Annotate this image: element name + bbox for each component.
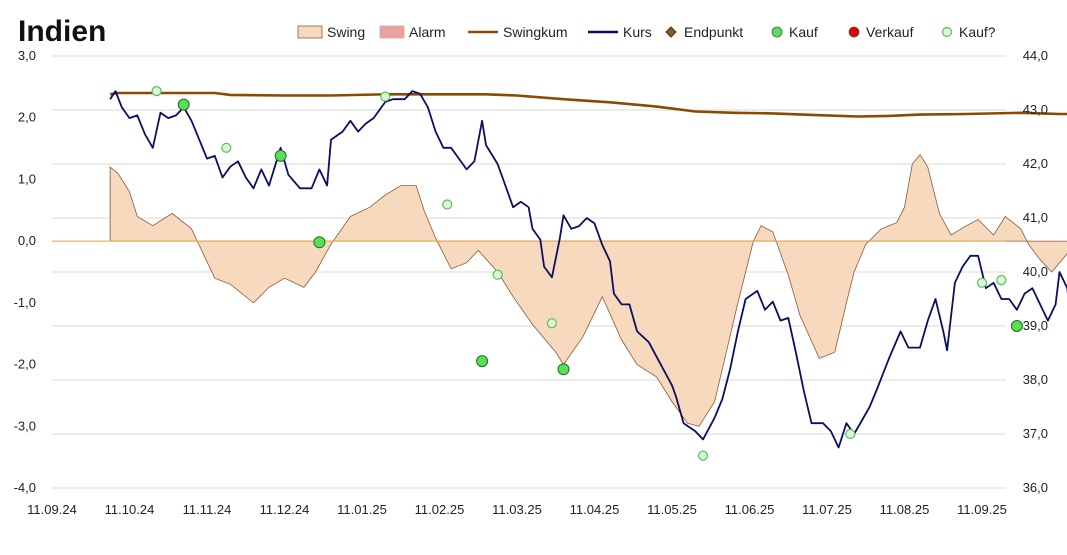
legend-item: Kurs <box>588 24 652 40</box>
right-tick-label: 42,0 <box>1023 156 1048 171</box>
kauf-question-marker <box>976 277 988 288</box>
swingkum-series-line <box>109 91 1067 118</box>
kauf-marker <box>1010 320 1023 332</box>
left-tick-label: 0,0 <box>18 233 36 248</box>
markers <box>151 85 1023 461</box>
x-tick-label: 11.09.25 <box>957 502 1007 517</box>
right-tick-label: 41,0 <box>1023 210 1048 225</box>
kauf-marker <box>476 355 489 368</box>
left-tick-label: -4,0 <box>14 480 36 495</box>
left-tick-label: -3,0 <box>14 418 36 433</box>
legend-label: Kauf <box>789 24 818 40</box>
right-tick-label: 38,0 <box>1023 372 1048 387</box>
x-tick-label: 11.12.24 <box>260 502 310 517</box>
kauf-marker <box>313 236 326 249</box>
x-tick-label: 11.06.25 <box>725 502 775 517</box>
right-tick-label: 36,0 <box>1023 480 1048 495</box>
left-tick-label: -2,0 <box>14 357 36 372</box>
legend-swatch <box>379 25 405 39</box>
x-axis: 11.09.24 11.10.24 11.11.24 11.12.24 11.01.25… <box>27 502 1007 517</box>
series-lines <box>109 90 1067 449</box>
left-tick-label: 2,0 <box>18 110 36 125</box>
kauf-question-marker <box>845 428 856 440</box>
right-tick-label: 40,0 <box>1023 264 1048 279</box>
kauf-marker <box>177 98 190 111</box>
chart-title: Indien <box>18 15 106 48</box>
legend-item: Kauf? <box>941 24 996 40</box>
kauf-question-marker <box>221 142 232 153</box>
kauf-marker <box>557 363 570 376</box>
x-tick-label: 11.05.25 <box>647 502 697 517</box>
legend-label: Alarm <box>409 24 446 40</box>
left-tick-label: -1,0 <box>14 295 36 310</box>
x-tick-label: 11.02.25 <box>415 502 465 517</box>
x-tick-label: 11.09.24 <box>27 502 77 517</box>
legend-swatch <box>771 26 783 38</box>
right-tick-label: 43,0 <box>1023 102 1048 117</box>
x-tick-label: 11.07.25 <box>802 502 852 517</box>
kauf-question-marker <box>697 450 709 461</box>
x-tick-label: 11.10.24 <box>105 502 155 517</box>
legend-swatch <box>297 25 323 39</box>
legend-swatch <box>848 26 860 38</box>
legend: Swing Alarm Swingkum Kurs Endpunkt Kauf Verkau… <box>297 24 996 40</box>
legend-label: Endpunkt <box>684 24 743 40</box>
legend-item: Endpunkt <box>665 24 743 40</box>
legend-label: Swing <box>327 24 365 40</box>
right-tick-label: 44,0 <box>1023 48 1048 63</box>
kauf-question-marker <box>996 275 1007 286</box>
legend-label: Kauf? <box>959 24 996 40</box>
right-tick-label: 39,0 <box>1023 318 1048 333</box>
legend-item: Alarm <box>379 24 446 40</box>
legend-swatch <box>941 26 953 38</box>
legend-item: Swingkum <box>468 24 568 40</box>
kauf-question-marker <box>151 85 162 97</box>
legend-item: Kauf <box>771 24 818 40</box>
kauf-question-marker <box>492 269 503 280</box>
legend-label: Verkauf <box>866 24 914 40</box>
legend-item: Swing <box>297 24 365 40</box>
swing-series-area <box>109 154 1067 427</box>
kauf-question-marker <box>546 318 557 329</box>
legend-label: Kurs <box>623 24 652 40</box>
kurs-series-line <box>109 90 1067 449</box>
x-tick-label: 11.04.25 <box>570 502 620 517</box>
x-tick-label: 11.11.24 <box>183 502 232 517</box>
x-tick-label: 11.08.25 <box>880 502 930 517</box>
kauf-marker <box>274 149 287 162</box>
left-tick-label: 1,0 <box>18 171 36 186</box>
legend-item: Verkauf <box>848 24 914 40</box>
swing-area <box>109 154 1067 427</box>
left-tick-label: 3,0 <box>18 48 36 63</box>
kauf-question-marker <box>442 199 453 210</box>
kauf-question-marker <box>380 91 391 102</box>
right-axis: 44,0 43,0 42,0 41,0 40,0 39,0 38,0 37,0 36,0 <box>1023 48 1048 495</box>
legend-swatch <box>665 26 677 38</box>
x-tick-label: 11.03.25 <box>492 502 542 517</box>
x-tick-label: 11.01.25 <box>337 502 387 517</box>
left-axis: 3,0 2,0 1,0 0,0 -1,0 -2,0 -3,0 -4,0 <box>14 48 36 495</box>
right-tick-label: 37,0 <box>1023 426 1048 441</box>
legend-label: Swingkum <box>503 24 568 40</box>
